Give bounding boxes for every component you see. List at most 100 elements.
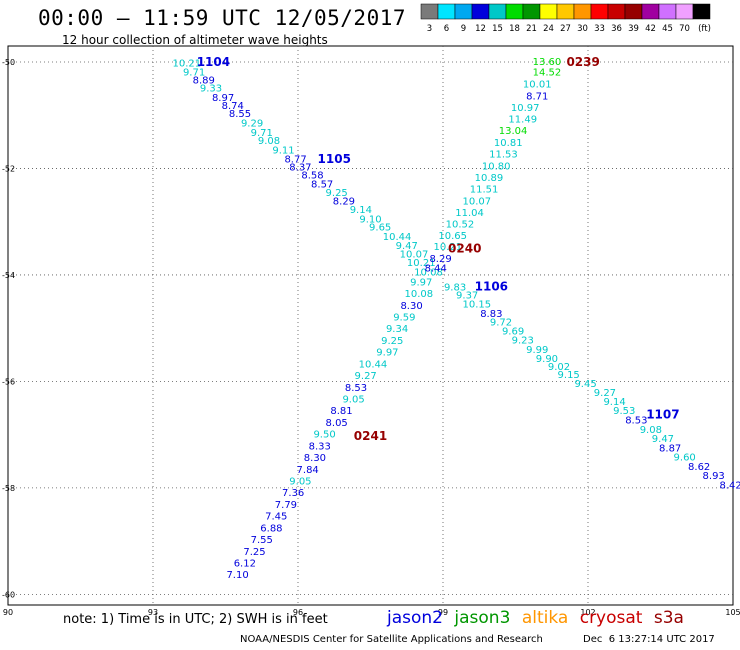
legend-jason3: jason3 — [454, 608, 511, 628]
wave-height-label: 10.52 — [446, 219, 475, 230]
wave-height-label: 8.93 — [703, 471, 725, 482]
wave-height-label: 10.08 — [405, 289, 434, 300]
wave-height-label: 9.14 — [603, 397, 625, 408]
wave-height-label: 9.08 — [640, 425, 662, 436]
wave-height-label: 7.79 — [275, 500, 297, 511]
pass-number-label: 1106 — [475, 280, 508, 294]
wave-height-label: 9.25 — [326, 188, 348, 199]
wave-height-label: 8.87 — [659, 443, 681, 454]
wave-height-label: 8.97 — [212, 93, 234, 104]
wave-height-label: 8.30 — [400, 301, 422, 312]
legend-cryosat: cryosat — [579, 608, 643, 628]
wave-height-label: 10.21 — [434, 242, 463, 253]
wave-height-label: 9.23 — [512, 335, 534, 346]
x-tick-label: 99 — [438, 608, 448, 617]
wave-height-label: 11.04 — [455, 208, 484, 219]
y-tick-label: -54 — [2, 271, 15, 280]
legend-s3a: s3a — [653, 608, 684, 628]
wave-height-label: 8.81 — [330, 406, 352, 417]
color-scale-label: 39 — [628, 24, 639, 34]
wave-height-label: 8.30 — [304, 453, 326, 464]
wave-height-label: 9.71 — [183, 68, 205, 79]
y-tick-label: -50 — [2, 58, 15, 67]
wave-height-label: 8.77 — [284, 154, 306, 165]
wave-height-label: 7.36 — [282, 488, 304, 499]
wave-height-label: 9.27 — [355, 371, 377, 382]
wave-height-label: 9.37 — [456, 291, 478, 302]
wave-height-label: 9.50 — [313, 430, 335, 441]
page-title: 00:00 – 11:59 UTC 12/05/2017 — [38, 6, 407, 30]
wave-height-label: 7.55 — [251, 535, 273, 546]
wave-height-label: 10.89 — [475, 173, 504, 184]
x-tick-label: 93 — [148, 608, 158, 617]
chart-subtitle: 12 hour collection of altimeter wave hei… — [62, 33, 328, 47]
wave-height-label: 9.59 — [393, 313, 415, 324]
wave-height-label: 10.21 — [173, 59, 202, 70]
wave-height-label: 9.97 — [410, 277, 432, 288]
legend-altika: altika — [521, 608, 569, 628]
wave-height-label: 11.51 — [470, 185, 499, 196]
wave-height-label: 9.25 — [381, 336, 403, 347]
wave-height-label: 7.45 — [265, 512, 287, 523]
wave-height-label: 9.15 — [558, 370, 580, 381]
wave-height-label: 14.52 — [533, 68, 562, 79]
color-scale-label: 21 — [526, 24, 537, 34]
wave-height-label: 7.84 — [297, 465, 319, 476]
wave-height-label: 9.69 — [502, 326, 524, 337]
wave-height-label: 7.10 — [226, 570, 248, 581]
x-tick-label: 90 — [3, 608, 13, 617]
wave-height-label: 9.33 — [200, 84, 222, 95]
color-scale-label: 9 — [461, 24, 466, 34]
satellite-legend: jason2 jason3 altika cryosat s3a — [387, 608, 684, 628]
wave-height-label: 8.33 — [309, 441, 331, 452]
pass-number-label: 0239 — [566, 55, 599, 69]
wave-height-label: 7.25 — [243, 547, 265, 558]
wave-height-label: 10.01 — [523, 79, 552, 90]
plot-frame — [7, 45, 734, 606]
wave-height-label: 10.44 — [383, 232, 412, 243]
color-scale-label: 45 — [662, 24, 673, 34]
wave-height-label: 6.12 — [234, 558, 256, 569]
wave-height-label: 9.14 — [350, 205, 372, 216]
wave-height-label: 8.29 — [333, 196, 355, 207]
color-swatch — [692, 3, 711, 20]
wave-height-label: 10.80 — [482, 161, 511, 172]
wave-height-label: 6.88 — [260, 523, 282, 534]
pass-number-label: 1105 — [318, 152, 351, 166]
wave-height-label: 8.58 — [301, 170, 323, 181]
x-tick-label: 96 — [293, 608, 303, 617]
wave-height-label: 8.53 — [345, 383, 367, 394]
wave-height-label: 8.83 — [480, 309, 502, 320]
y-tick-label: -58 — [2, 484, 15, 493]
wave-height-label: 9.72 — [490, 317, 512, 328]
wave-height-label: 9.65 — [369, 223, 391, 234]
wave-height-label: 9.27 — [594, 388, 616, 399]
color-scale-label: 27 — [560, 24, 571, 34]
wave-height-label: 8.71 — [526, 92, 548, 103]
wave-height-label: 10.08 — [414, 267, 443, 278]
pass-number-label: 0241 — [354, 429, 387, 443]
wave-height-label: 8.62 — [688, 462, 710, 473]
wave-height-label: 10.44 — [359, 359, 388, 370]
wave-height-label: 10.65 — [438, 231, 467, 242]
wave-height-label: 9.05 — [289, 476, 311, 487]
wave-height-label: 10.07 — [463, 196, 492, 207]
color-scale-label: 33 — [594, 24, 605, 34]
color-scale-label: (ft) — [698, 24, 711, 34]
wave-height-label: 10.21 — [407, 258, 436, 269]
color-scale-label: 15 — [492, 24, 503, 34]
wave-height-label: 9.29 — [241, 119, 263, 130]
pass-number-label: 1104 — [197, 55, 230, 69]
wave-height-label: 10.97 — [511, 103, 540, 114]
y-tick-label: -52 — [2, 164, 15, 173]
wave-height-label: 9.02 — [548, 362, 570, 373]
pass-number-label: 0240 — [448, 241, 481, 255]
color-scale-label: 42 — [645, 24, 656, 34]
color-scale-label: 6 — [444, 24, 449, 34]
color-scale-label: 70 — [679, 24, 690, 34]
y-tick-label: -60 — [2, 590, 15, 599]
wave-height-label: 9.11 — [272, 145, 294, 156]
footer-timestamp: Dec 6 13:27:14 UTC 2017 — [583, 634, 715, 645]
